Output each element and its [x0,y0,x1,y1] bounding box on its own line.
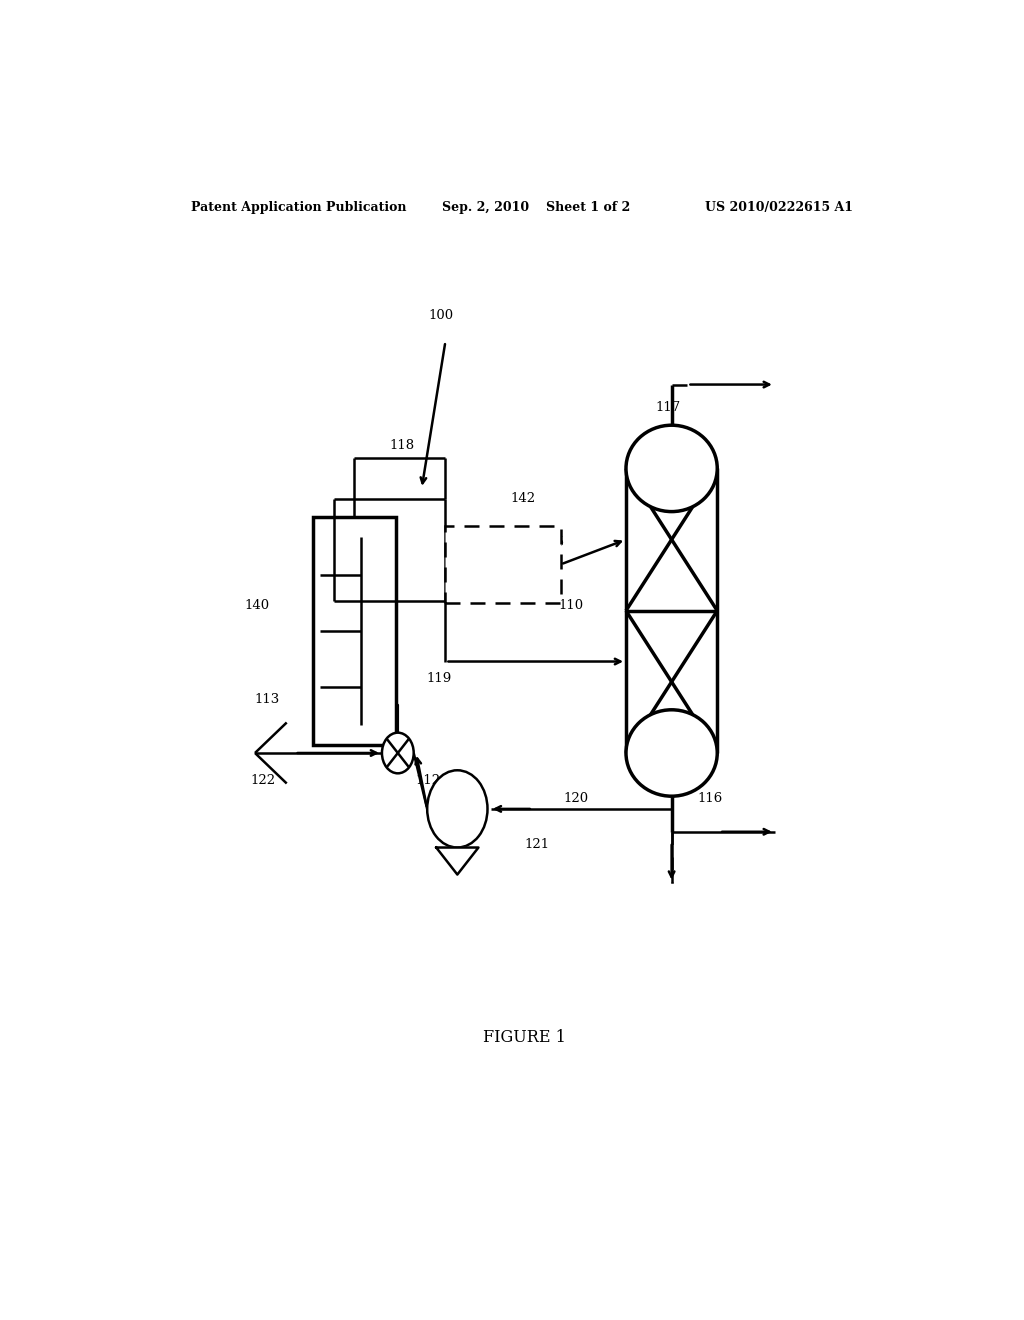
Text: 115: 115 [540,536,564,549]
Text: 113: 113 [254,693,280,706]
Bar [445,527,560,602]
Text: 142: 142 [511,492,536,506]
Text: FIGURE 1: FIGURE 1 [483,1030,566,1045]
Circle shape [382,733,414,774]
Text: 118: 118 [389,438,415,451]
Text: 116: 116 [698,792,723,805]
Circle shape [427,771,487,847]
Text: 140: 140 [245,599,270,612]
Ellipse shape [626,710,717,796]
Text: US 2010/0222615 A1: US 2010/0222615 A1 [705,201,853,214]
Text: 117: 117 [655,401,680,414]
Text: 119: 119 [426,672,452,685]
Text: 112: 112 [416,774,440,787]
Text: Sep. 2, 2010: Sep. 2, 2010 [441,201,528,214]
Text: 105: 105 [446,800,469,812]
Text: 122: 122 [250,774,275,787]
Text: Patent Application Publication: Patent Application Publication [191,201,407,214]
Text: 100: 100 [429,309,454,322]
Text: Sheet 1 of 2: Sheet 1 of 2 [546,201,631,214]
Bar [312,516,396,746]
Text: 121: 121 [524,838,549,851]
Text: 120: 120 [564,792,589,805]
Polygon shape [436,847,478,875]
Text: 110: 110 [558,599,584,612]
Ellipse shape [626,425,717,512]
